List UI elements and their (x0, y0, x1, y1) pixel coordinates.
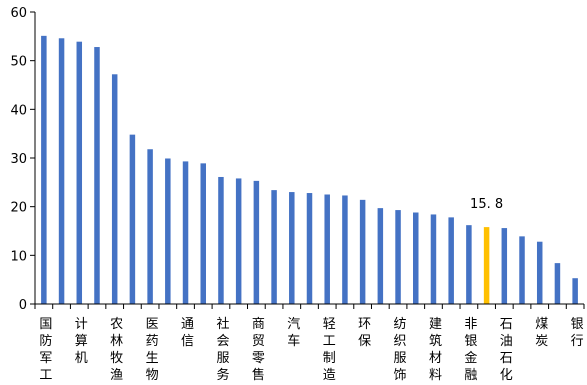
bar (200, 163, 206, 304)
category-label: 商贸零售 (252, 317, 265, 383)
bar (395, 210, 401, 304)
bar (430, 214, 437, 304)
bar (41, 35, 47, 304)
bar (271, 190, 277, 304)
bar (129, 134, 136, 304)
category-label: 银行 (571, 317, 584, 349)
bar (501, 228, 508, 304)
category-label: 计算机 (75, 317, 88, 366)
category-label: 纺织服饰 (394, 317, 407, 383)
bar (413, 212, 419, 304)
bar (536, 241, 543, 304)
bar (76, 41, 83, 304)
bar (235, 178, 242, 304)
data-labels: 15. 8 (470, 197, 503, 212)
bar (448, 217, 454, 304)
y-tick-label: 50 (10, 55, 27, 70)
bar (58, 38, 65, 304)
y-tick-label: 20 (10, 201, 27, 216)
bar (165, 158, 171, 304)
y-axis: 0 10 20 30 40 50 60 (10, 6, 36, 313)
category-label: 国防军工 (39, 317, 52, 383)
category-label: 通信 (181, 317, 194, 349)
bar (554, 263, 561, 304)
bar (572, 278, 578, 304)
category-label: 环保 (358, 317, 371, 349)
bar (466, 225, 472, 304)
bar (306, 193, 313, 304)
category-labels: 国防军工 计算机 农林牧渔 医药生物 通信 社会服务 商贸零售 汽车 轻工制造 环保 纺织服饰 建筑材… (39, 316, 583, 383)
bar (289, 192, 295, 304)
y-tick-label: 30 (10, 152, 27, 167)
x-axis (34, 303, 585, 309)
bar (182, 161, 189, 304)
bar (147, 149, 153, 304)
category-label: 石油石化 (500, 317, 513, 383)
bar (324, 194, 330, 304)
bar (111, 74, 118, 304)
data-label: 15. 8 (470, 197, 503, 212)
bar (94, 47, 100, 304)
y-tick-label: 60 (10, 6, 27, 21)
bar (342, 195, 348, 304)
category-label: 建筑材料 (429, 317, 442, 383)
bar (377, 208, 384, 304)
bar (218, 176, 224, 304)
category-label: 社会服务 (216, 316, 229, 383)
bar (519, 236, 525, 304)
category-label: 汽车 (287, 317, 300, 349)
category-label: 轻工制造 (323, 317, 336, 383)
y-tick-label: 0 (19, 298, 27, 313)
bars (41, 35, 578, 304)
bar (253, 180, 260, 304)
y-tick-label: 40 (10, 103, 27, 118)
bar (359, 199, 366, 304)
category-label: 农林牧渔 (110, 317, 123, 383)
category-label: 煤炭 (535, 317, 548, 349)
y-tick-label: 10 (10, 249, 27, 264)
bar-highlight (483, 227, 490, 304)
category-label: 医药生物 (146, 317, 159, 383)
category-label: 非银金融 (464, 317, 477, 383)
